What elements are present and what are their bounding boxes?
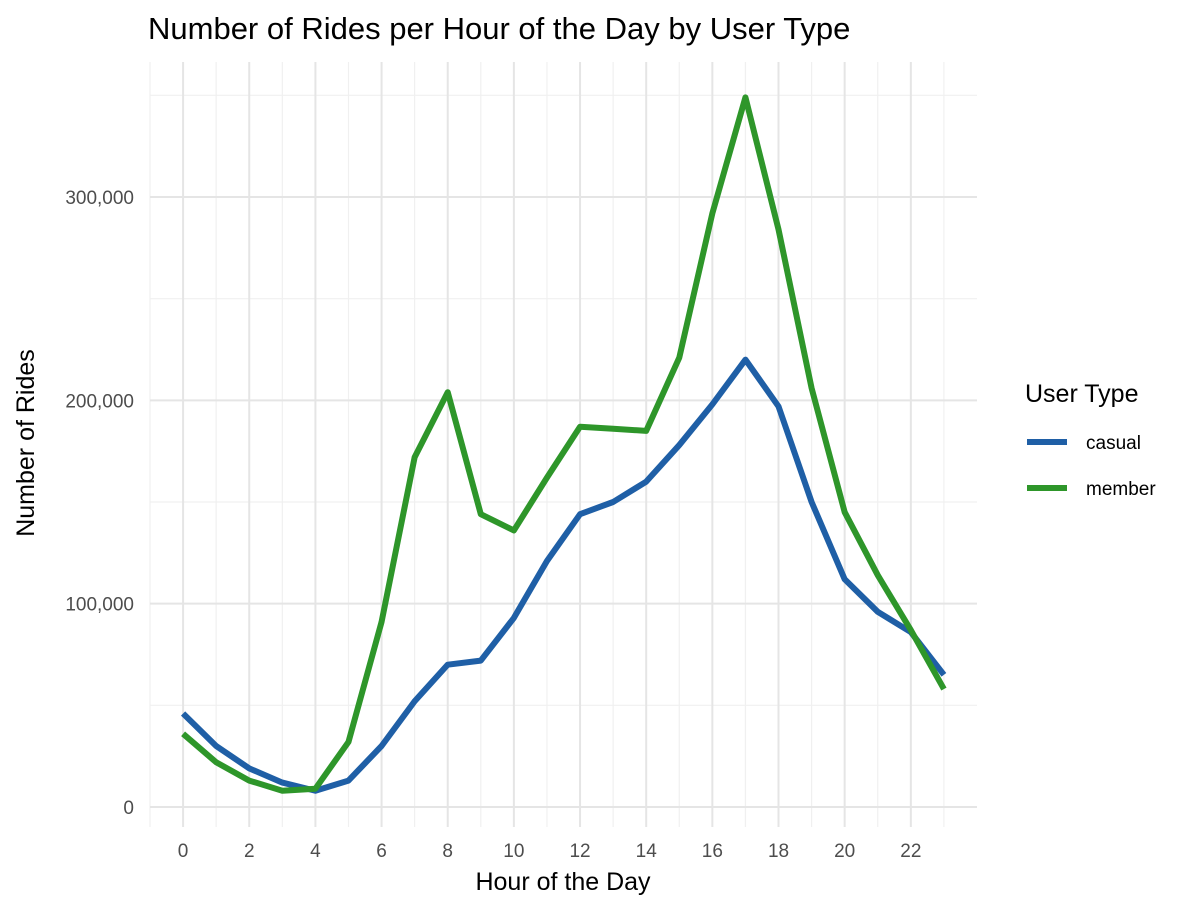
y-tick-label: 100,000: [65, 595, 134, 616]
x-tick-label: 0: [178, 841, 189, 862]
major-gridlines: [150, 62, 977, 827]
legend-title: User Type: [1025, 380, 1138, 408]
y-axis-ticks: 0 100,000 200,000 300,000: [65, 188, 134, 819]
x-axis-title: Hour of the Day: [475, 868, 651, 896]
legend: User Type casual member: [1025, 380, 1156, 500]
x-tick-label: 6: [376, 841, 387, 862]
x-tick-label: 20: [834, 841, 855, 862]
x-axis-ticks: 0 2 4 6 8 10 12 14 16 18 20 22: [178, 841, 922, 862]
series-line-member: [181, 94, 947, 794]
y-tick-label: 200,000: [65, 391, 134, 412]
y-tick-label: 0: [123, 798, 134, 819]
x-tick-label: 4: [310, 841, 321, 862]
plot-panel: [149, 62, 977, 827]
series-lines: [180, 94, 947, 794]
legend-label-member: member: [1086, 479, 1156, 500]
x-tick-label: 12: [569, 841, 590, 862]
x-tick-label: 2: [244, 841, 255, 862]
chart-title: Number of Rides per Hour of the Day by U…: [148, 11, 850, 46]
x-tick-label: 16: [702, 841, 723, 862]
series-line-casual: [180, 356, 947, 794]
legend-items: casual member: [1027, 433, 1156, 500]
minor-gridlines: [149, 62, 977, 827]
y-tick-label: 300,000: [65, 188, 134, 209]
x-tick-label: 22: [900, 841, 921, 862]
y-axis-title: Number of Rides: [12, 349, 40, 537]
legend-label-casual: casual: [1086, 433, 1141, 454]
x-tick-label: 10: [503, 841, 524, 862]
x-tick-label: 8: [442, 841, 453, 862]
x-tick-label: 14: [636, 841, 658, 862]
x-tick-label: 18: [768, 841, 789, 862]
